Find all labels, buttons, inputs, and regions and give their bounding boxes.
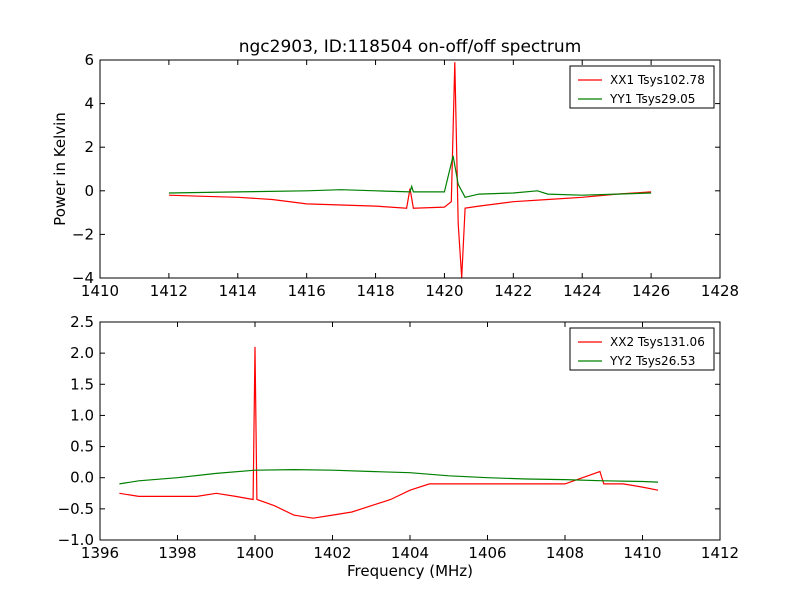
panel-1-series-1-line [168, 62, 652, 278]
panel-1-legend-label-2: YY1 Tsys29.05 [609, 92, 695, 106]
panel-2-xtick-label: 1410 [623, 544, 661, 562]
panel-1-legend-box [569, 65, 715, 109]
panel-2-ytick-label: 1.5 [70, 375, 94, 393]
panel-1-ytick-label: 0 [84, 182, 94, 200]
panel-1-series-2-line [168, 155, 652, 198]
panel-1-axes-frame [99, 59, 721, 279]
panel-1-xtick-label: 1412 [150, 282, 188, 300]
panel-2-series-2-line [119, 468, 659, 485]
panel-1-xtick-label: 1426 [632, 282, 670, 300]
panel-1-legend-label-1: XX1 Tsys102.78 [610, 73, 705, 87]
panel-2-legend-label-2: YY2 Tsys26.53 [609, 354, 695, 368]
panel-1-ylabel: Power in Kelvin [51, 112, 69, 226]
panel-1-title: ngc2903, ID:118504 on-off/off spectrum [239, 37, 582, 57]
panel-2-legend-label-1: XX2 Tsys131.06 [610, 335, 705, 349]
panel-1-ytick-label: 6 [84, 51, 94, 69]
panel-2-xlabel: Frequency (MHz) [347, 562, 473, 580]
panel-2-xtick-label: 1402 [313, 544, 351, 562]
panel-2-ytick-label: −0.5 [58, 500, 94, 518]
panel-1-ytick-label: −2 [72, 225, 94, 243]
panel-2-legend-box [569, 327, 715, 371]
panel-1-ytick-label: 4 [84, 95, 94, 113]
panel-2-ytick-label: 2.0 [70, 344, 94, 362]
panel-1-xtick-label: 1420 [425, 282, 463, 300]
panel-2-series-1-line [119, 346, 659, 519]
panel-2-ytick-label: 1.0 [70, 406, 94, 424]
panel-2-ytick-label: 0.0 [70, 469, 94, 487]
panel-2-xtick-label: 1404 [391, 544, 429, 562]
panel-1-xtick-label: 1416 [288, 282, 326, 300]
panel-1-xtick-label: 1428 [701, 282, 739, 300]
panel-1-ytick-label: −4 [72, 269, 94, 287]
panel-2-xtick-label: 1406 [468, 544, 506, 562]
panel-2-ytick-label: 0.5 [70, 438, 94, 456]
panel-2-xtick-label: 1412 [701, 544, 739, 562]
panel-1-xtick-label: 1424 [563, 282, 601, 300]
panel-2-xtick-label: 1400 [236, 544, 274, 562]
panel-2-xtick-label: 1396 [81, 544, 119, 562]
panel-2-ytick-label: 2.5 [70, 313, 94, 331]
panel-1-ytick-label: 2 [84, 138, 94, 156]
panel-2-xtick-label: 1408 [546, 544, 584, 562]
panel-1-xtick-label: 1414 [219, 282, 257, 300]
panel-2-xtick-label: 1398 [158, 544, 196, 562]
panel-1-xtick-label: 1410 [81, 282, 119, 300]
panel-2-ytick-label: −1.0 [58, 531, 94, 549]
panel-1-xtick-label: 1418 [356, 282, 394, 300]
panel-1-xtick-label: 1422 [494, 282, 532, 300]
